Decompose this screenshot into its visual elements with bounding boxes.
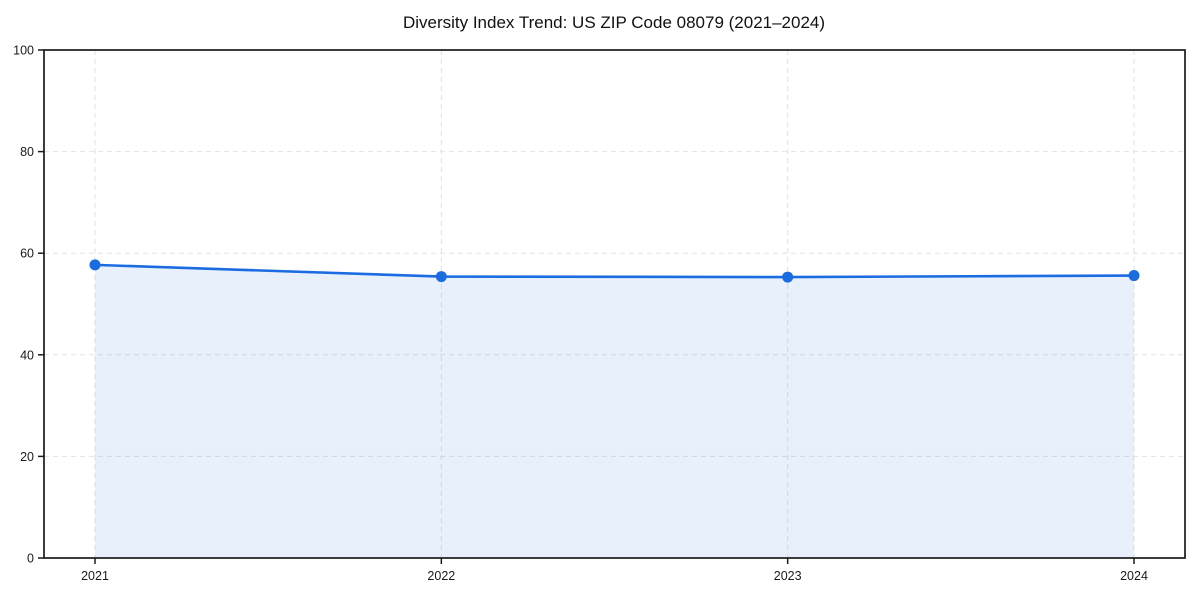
x-tick-label: 2022 (427, 569, 455, 583)
y-tick-label: 100 (13, 44, 34, 58)
y-tick-label: 0 (27, 552, 34, 566)
x-tick-label: 2021 (81, 569, 109, 583)
y-tick-label: 60 (20, 247, 34, 261)
data-point-2022 (435, 271, 447, 283)
chart-title: Diversity Index Trend: US ZIP Code 08079… (403, 13, 825, 32)
area-fill (95, 264, 1134, 558)
series-layer (89, 259, 1140, 558)
x-tick-label: 2023 (774, 569, 802, 583)
y-tick-label: 20 (20, 450, 34, 464)
data-point-2024 (1128, 270, 1140, 282)
axes-layer: 0 20 40 60 80 100 2021 2022 2023 2024 (13, 44, 1186, 583)
x-tick-label: 2024 (1120, 569, 1148, 583)
y-tick-label: 40 (20, 348, 34, 362)
trend-line (93, 263, 1136, 279)
y-tick-label: 80 (20, 145, 34, 159)
data-point-2021 (89, 259, 101, 271)
grid-layer (44, 50, 1185, 558)
plot-border (43, 49, 1186, 559)
data-point-2023 (782, 271, 794, 283)
